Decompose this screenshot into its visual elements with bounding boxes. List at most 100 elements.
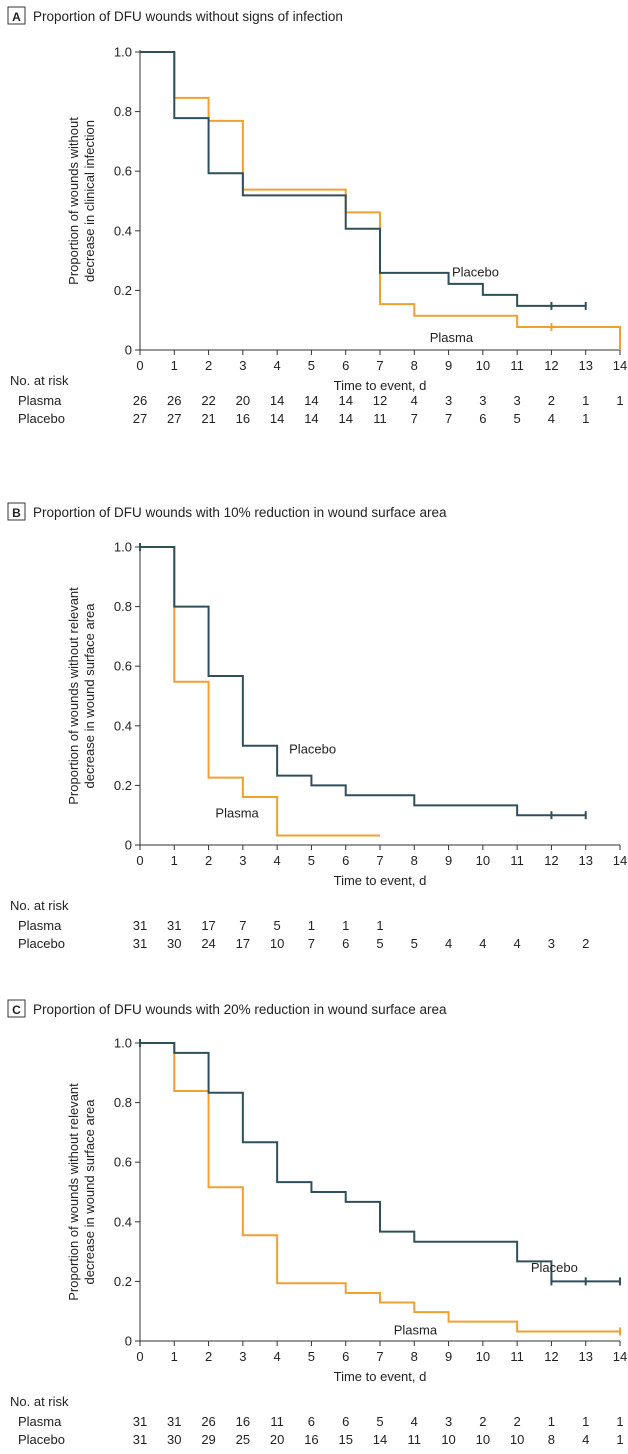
x-tick-label: 9 (445, 358, 452, 373)
risk-count: 21 (201, 411, 215, 426)
x-tick-label: 5 (308, 358, 315, 373)
risk-count: 16 (304, 1432, 318, 1447)
series-label-plasma: Plasma (430, 330, 474, 345)
y-tick-label: 0.8 (114, 599, 132, 614)
y-tick-label: 0.6 (114, 164, 132, 179)
risk-count: 25 (236, 1432, 250, 1447)
y-axis-title: Proportion of wounds without relevant (66, 587, 81, 805)
x-axis-title: Time to event, d (334, 873, 427, 888)
risk-count: 14 (270, 393, 284, 408)
series-line-placebo (140, 1042, 620, 1283)
series-label-plasma: Plasma (215, 806, 259, 821)
risk-count: 31 (133, 918, 147, 933)
x-tick-label: 5 (308, 1349, 315, 1364)
y-tick-label: 0.4 (114, 718, 132, 733)
risk-count: 3 (514, 393, 521, 408)
x-tick-label: 2 (205, 358, 212, 373)
risk-count: 1 (308, 918, 315, 933)
x-tick-label: 14 (613, 853, 627, 868)
x-tick-label: 0 (136, 1349, 143, 1364)
risk-count: 6 (308, 1414, 315, 1429)
risk-count: 26 (201, 1414, 215, 1429)
x-tick-label: 3 (239, 358, 246, 373)
risk-count: 2 (514, 1414, 521, 1429)
risk-count: 4 (582, 1432, 589, 1447)
y-tick-label: 0 (125, 343, 132, 358)
x-tick-label: 6 (342, 1349, 349, 1364)
risk-count: 7 (445, 411, 452, 426)
y-axis-title: decrease in wound surface area (82, 603, 97, 789)
risk-count: 8 (548, 1432, 555, 1447)
risk-count: 26 (167, 393, 181, 408)
risk-count: 5 (274, 918, 281, 933)
x-tick-label: 7 (376, 358, 383, 373)
risk-count: 27 (133, 411, 147, 426)
risk-count: 10 (441, 1432, 455, 1447)
chart-title: Proportion of DFU wounds with 10% reduct… (33, 505, 447, 520)
x-tick-label: 6 (342, 853, 349, 868)
x-tick-label: 12 (544, 853, 558, 868)
risk-count: 14 (338, 393, 352, 408)
panel-letter-box (7, 6, 26, 25)
risk-count: 10 (270, 936, 284, 951)
x-tick-label: 2 (205, 853, 212, 868)
risk-count: 7 (239, 918, 246, 933)
risk-table-title: No. at risk (10, 898, 69, 913)
risk-count: 24 (201, 936, 215, 951)
risk-count: 7 (411, 411, 418, 426)
x-tick-label: 14 (613, 1349, 627, 1364)
x-tick-label: 5 (308, 853, 315, 868)
risk-count: 5 (376, 1414, 383, 1429)
x-axis-title: Time to event, d (334, 1369, 427, 1384)
series-line-placebo (140, 51, 586, 307)
risk-count: 4 (479, 936, 486, 951)
risk-count: 14 (304, 393, 318, 408)
risk-count: 31 (133, 936, 147, 951)
risk-row-label-plasma: Plasma (18, 918, 62, 933)
risk-count: 7 (308, 936, 315, 951)
x-tick-label: 11 (510, 853, 524, 868)
risk-count: 15 (338, 1432, 352, 1447)
risk-count: 1 (582, 1414, 589, 1429)
x-tick-label: 2 (205, 1349, 212, 1364)
risk-count: 6 (342, 1414, 349, 1429)
risk-count: 14 (373, 1432, 387, 1447)
risk-count: 1 (342, 918, 349, 933)
risk-count: 1 (582, 411, 589, 426)
risk-count: 10 (510, 1432, 524, 1447)
y-tick-label: 1.0 (114, 1036, 132, 1051)
y-tick-label: 0.2 (114, 1274, 132, 1289)
series-label-placebo: Placebo (531, 1260, 578, 1275)
risk-count: 2 (582, 936, 589, 951)
x-tick-label: 14 (613, 358, 627, 373)
risk-count: 5 (411, 936, 418, 951)
risk-table-title: No. at risk (10, 373, 69, 388)
series-label-placebo: Placebo (289, 742, 336, 757)
x-tick-label: 13 (578, 358, 592, 373)
risk-row-label-placebo: Placebo (18, 1432, 65, 1447)
risk-count: 17 (236, 936, 250, 951)
y-tick-label: 0.2 (114, 283, 132, 298)
risk-count: 20 (236, 393, 250, 408)
risk-count: 29 (201, 1432, 215, 1447)
risk-count: 11 (373, 411, 387, 426)
risk-count: 4 (411, 1414, 418, 1429)
y-tick-label: 1.0 (114, 45, 132, 60)
risk-count: 26 (133, 393, 147, 408)
x-tick-label: 11 (510, 358, 524, 373)
risk-count: 30 (167, 1432, 181, 1447)
x-axis-title: Time to event, d (334, 378, 427, 393)
risk-count: 10 (476, 1432, 490, 1447)
risk-count: 11 (408, 1432, 422, 1447)
x-tick-label: 1 (171, 853, 178, 868)
x-tick-label: 8 (411, 853, 418, 868)
risk-count: 1 (548, 1414, 555, 1429)
risk-count: 6 (479, 411, 486, 426)
series-label-plasma: Plasma (394, 1323, 438, 1338)
y-axis-title: decrease in clinical infection (82, 120, 97, 282)
series-label-placebo: Placebo (452, 265, 499, 280)
risk-count: 27 (167, 411, 181, 426)
y-tick-label: 0.2 (114, 778, 132, 793)
risk-count: 1 (616, 393, 623, 408)
risk-count: 11 (270, 1414, 284, 1429)
